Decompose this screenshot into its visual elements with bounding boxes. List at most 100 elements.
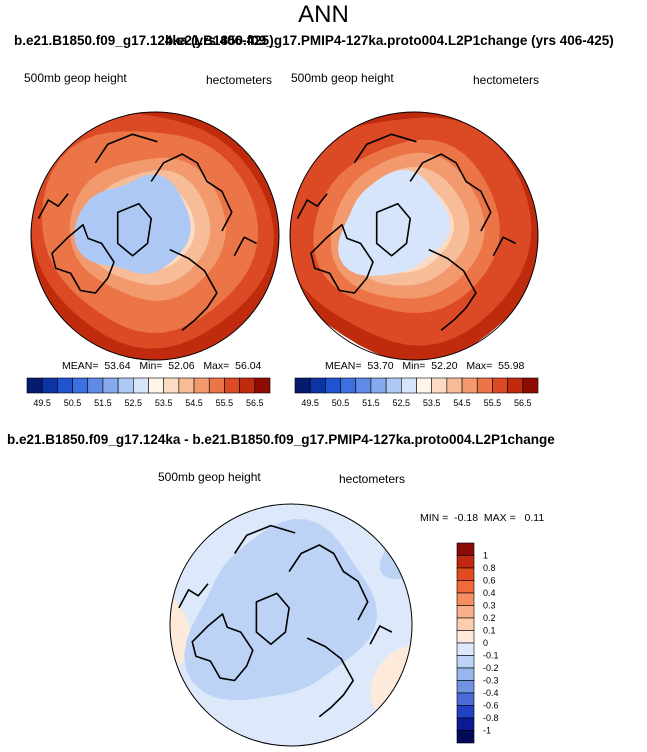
page-title: ANN [298, 1, 349, 28]
coastline [310, 224, 374, 294]
legend-tick-label: 49.5 [301, 398, 319, 408]
panel2-min-value: 52.20 [431, 360, 458, 372]
panel3-stats: MIN = -0.18 MAX = 0.11 [420, 512, 544, 524]
map-border [30, 111, 280, 361]
coastline [233, 236, 257, 257]
legend-swatch [461, 377, 478, 394]
coastline [409, 153, 492, 232]
panel1-max-label: Max= [203, 360, 230, 372]
legend-tick-label: 49.5 [33, 398, 51, 408]
panel1-mean-label: MEAN= [62, 360, 99, 372]
legend-swatch [57, 377, 73, 394]
legend-tick-label: 51.5 [362, 398, 380, 408]
legend-swatch [294, 377, 311, 394]
legend-swatch [87, 377, 104, 394]
legend-tick-label: 56.5 [246, 398, 264, 408]
legend-swatch [385, 377, 402, 394]
coastline [191, 613, 254, 682]
legend-swatch [456, 705, 475, 719]
coastline [492, 236, 516, 257]
coastline [37, 193, 69, 219]
legend-swatch [193, 377, 210, 394]
legend-swatch [133, 377, 149, 394]
contour-band [74, 174, 191, 274]
legend-swatch [239, 377, 256, 394]
legend-swatch [41, 377, 58, 394]
coastline [296, 193, 328, 219]
contour-band [184, 519, 378, 701]
legend-swatch [416, 377, 432, 394]
panel2-max-value: 55.98 [498, 360, 525, 372]
legend-tick-label: 0.1 [483, 626, 496, 636]
panel1-max-value: 56.04 [235, 360, 262, 372]
legend-tick-label: 53.5 [155, 398, 173, 408]
legend-swatch [476, 377, 493, 394]
panel1-variable-label: 500mb geop height [24, 71, 127, 85]
panel2-mean-label: MEAN= [325, 360, 362, 372]
legend-tick-label: 55.5 [216, 398, 234, 408]
legend-tick-label: -0.8 [483, 713, 499, 723]
legend-swatch [208, 377, 225, 394]
panel1-units-label: hectometers [206, 73, 273, 87]
legend-swatch [492, 377, 508, 394]
panel1-legend: 49.5 50.5 51.5 52.5 53.5 54.5 55.5 56.5 [26, 377, 271, 408]
panel3-min-value: -0.18 [454, 512, 479, 524]
panel3-legend: 1 0.8 0.6 0.4 0.3 0.2 0.1 0 -0.1 -0.2 -0.3 -0.4 -0.6… [456, 542, 499, 744]
legend-swatch [102, 377, 119, 394]
panel2-mean-value: 53.70 [367, 360, 394, 372]
legend-swatch [456, 567, 475, 581]
legend-swatch [456, 655, 475, 669]
legend-swatch [72, 377, 89, 394]
panel1-min-value: 52.06 [168, 360, 195, 372]
legend-tick-label: 0.6 [483, 576, 496, 586]
legend-tick-label: -0.1 [483, 651, 499, 661]
legend-swatch [370, 377, 387, 394]
legend-swatch [325, 377, 341, 394]
panel2-min-label: Min= [402, 360, 426, 372]
panel3-max-label: MAX = [483, 512, 516, 524]
legend-swatch [456, 617, 475, 631]
legend-swatch [507, 377, 524, 394]
legend-swatch [456, 642, 475, 656]
legend-tick-label: 53.5 [423, 398, 441, 408]
panel1-mean-value: 53.64 [104, 360, 131, 372]
legend-tick-label: 50.5 [332, 398, 350, 408]
legend-tick-label: 0 [483, 638, 488, 648]
legend-swatch [224, 377, 240, 394]
legend-tick-label: 1 [483, 551, 488, 561]
contour-band [170, 580, 192, 699]
legend-tick-label: -0.3 [483, 676, 499, 686]
panel2-variable-label: 500mb geop height [291, 71, 394, 85]
legend-tick-label: 51.5 [94, 398, 112, 408]
legend-swatch [148, 377, 164, 394]
panel3-max-value: 0.11 [524, 512, 545, 524]
panel3-title: b.e21.B1850.f09_g17.124ka - b.e21.B1850.… [7, 432, 555, 447]
legend-tick-label: 0.4 [483, 588, 496, 598]
coastline [353, 133, 417, 164]
legend-tick-label: 55.5 [484, 398, 502, 408]
panel2-stats: MEAN= 53.70 Min= 52.20 Max= 55.98 [325, 360, 524, 372]
legend-tick-label: 54.5 [185, 398, 203, 408]
legend-swatch [340, 377, 357, 394]
legend-swatch [178, 377, 195, 394]
legend-swatch [456, 692, 475, 706]
panel3-variable-label: 500mb geop height [158, 470, 261, 484]
legend-tick-label: 0.3 [483, 601, 496, 611]
panel1-title: b.e21.B1850.f09_g17.124ka (yrs 406-425) [14, 33, 274, 48]
legend-tick-label: 56.5 [514, 398, 532, 408]
coastline [51, 224, 115, 294]
contour-band [338, 170, 451, 276]
panel2-units-label: hectometers [473, 73, 540, 87]
legend-tick-label: -0.2 [483, 663, 499, 673]
map-border [169, 503, 413, 747]
coastline [233, 524, 296, 554]
legend-tick-label: 52.5 [393, 398, 411, 408]
coastline [178, 583, 209, 609]
legend-swatch [456, 580, 475, 594]
legend-swatch [456, 717, 475, 731]
legend-swatch [456, 592, 475, 606]
coastline [306, 637, 354, 718]
coastline [288, 544, 369, 621]
panel2-legend: 49.5 50.5 51.5 52.5 53.5 54.5 55.5 56.5 [294, 377, 539, 408]
